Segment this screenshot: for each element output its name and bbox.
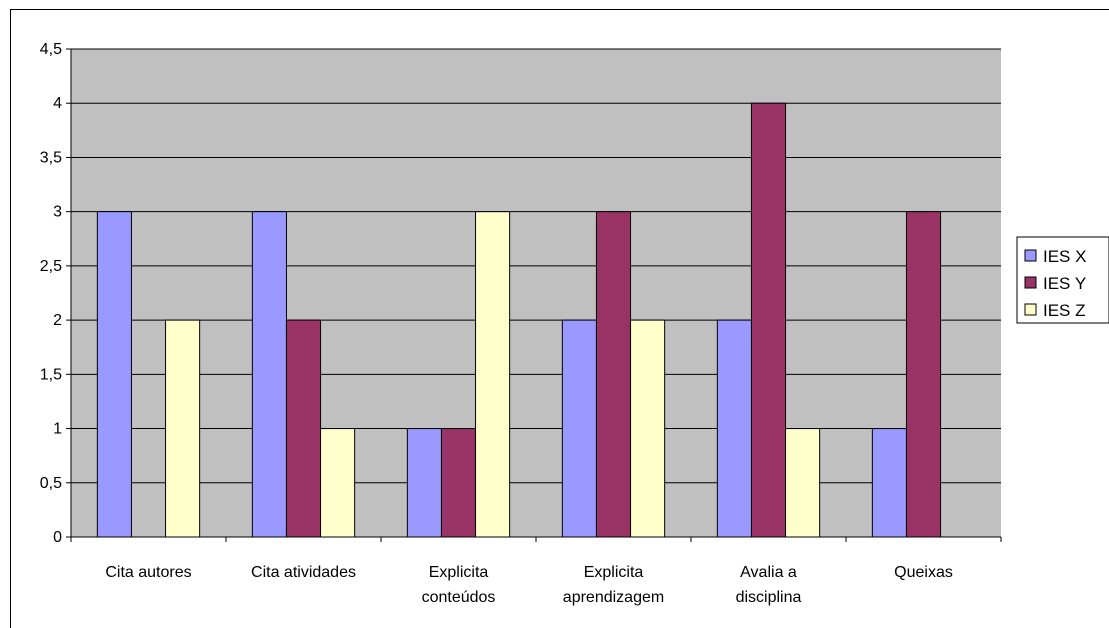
x-tick-label: Cita autores [105, 564, 191, 581]
x-tick-label: Cita atividades [251, 564, 356, 581]
axes [66, 48, 1002, 542]
bar [871, 428, 907, 538]
y-tick-label: 4 [53, 95, 62, 112]
bar [96, 211, 132, 538]
plot-area [71, 49, 1001, 537]
y-tick-label: 1,5 [40, 366, 62, 383]
y-tick-labels: 0 0,5 1 1,5 2 2,5 3 3,5 4 4,5 [40, 41, 62, 546]
x-tick-label: aprendizagem [563, 589, 664, 606]
bar [285, 319, 322, 538]
legend-label: IES Y [1043, 274, 1086, 293]
x-tick-label: Explicita [584, 564, 644, 581]
bar [750, 102, 787, 538]
bar [905, 211, 942, 538]
y-tick-label: 0,5 [40, 475, 62, 492]
bar [595, 211, 632, 538]
legend-label: IES X [1043, 247, 1086, 266]
bar [785, 428, 821, 538]
legend: IES X IES Y IES Z [1016, 236, 1109, 324]
y-tick-label: 3 [53, 204, 62, 221]
x-tick-labels: Cita autores Cita atividades Explicita cont… [105, 564, 952, 606]
x-tick-label: conteúdos [422, 589, 496, 606]
bar [630, 319, 666, 538]
bar [716, 319, 752, 538]
y-tick-label: 2 [53, 312, 62, 329]
bar [440, 428, 477, 538]
y-tick-label: 2,5 [40, 258, 62, 275]
bar [320, 428, 356, 538]
legend-swatch [1024, 249, 1037, 262]
gridlines [71, 48, 1001, 484]
bar [561, 319, 597, 538]
chart-frame [10, 9, 1109, 628]
bar [251, 211, 287, 538]
y-tick-label: 0 [53, 529, 62, 546]
legend-swatch [1024, 276, 1037, 289]
y-tick-label: 4,5 [40, 41, 62, 58]
y-tick-label: 1 [53, 421, 62, 438]
bars [96, 102, 942, 538]
y-tick-label: 3,5 [40, 149, 62, 166]
bar [165, 319, 201, 538]
x-tick-label: Queixas [894, 564, 953, 581]
bar [475, 211, 511, 538]
bar [406, 428, 442, 538]
legend-swatch [1024, 303, 1037, 316]
x-tick-label: Avalia a [740, 564, 797, 581]
legend-label: IES Z [1043, 301, 1086, 320]
x-tick-label: disciplina [736, 589, 802, 606]
x-tick-label: Explicita [429, 564, 489, 581]
